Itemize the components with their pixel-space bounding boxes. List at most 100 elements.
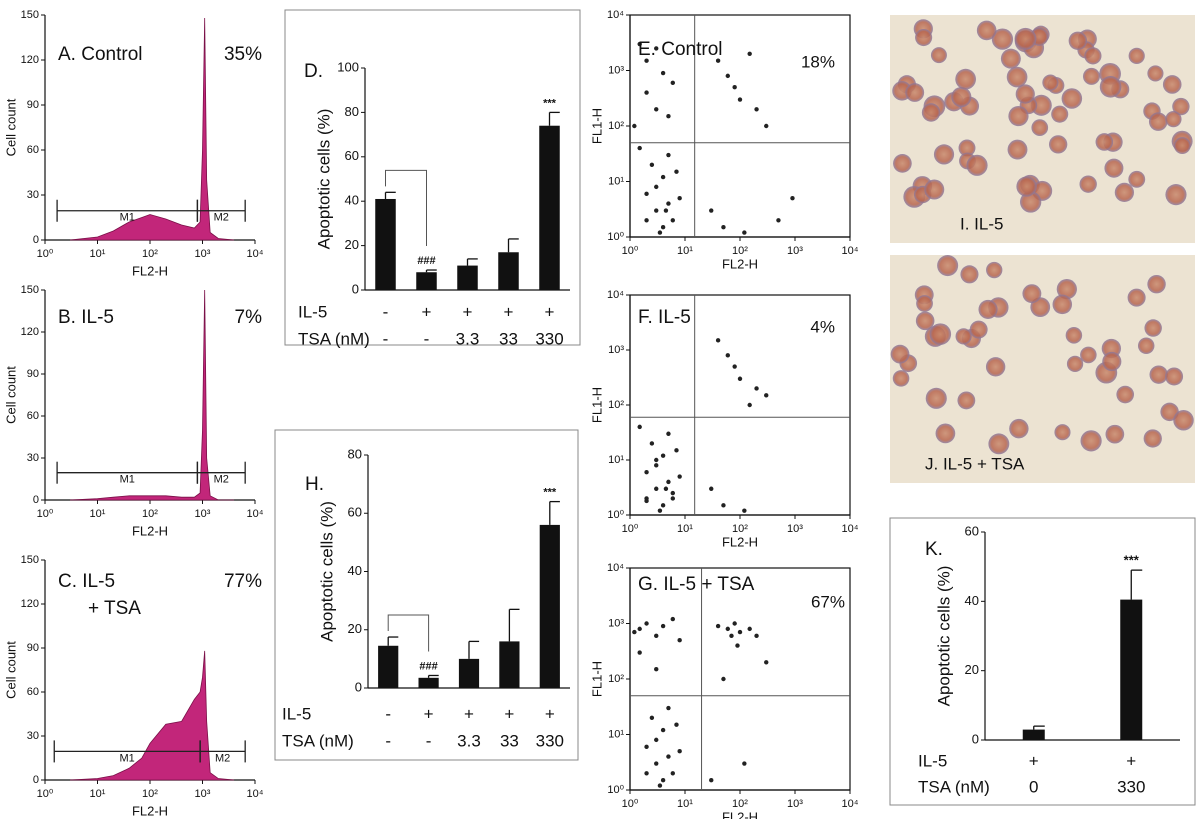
x-tick-label: 10⁴ xyxy=(842,523,859,535)
percentage: 67% xyxy=(811,592,845,611)
y-tick-label: 10⁴ xyxy=(607,9,624,21)
cell xyxy=(951,86,972,108)
event-dot xyxy=(732,85,737,90)
event-dot xyxy=(677,749,682,754)
event-dot xyxy=(666,152,671,158)
y-tick-label: 0 xyxy=(355,679,362,694)
x-axis-label: FL2-H xyxy=(132,263,168,278)
event-dot xyxy=(666,431,671,436)
comparison-bracket xyxy=(385,169,427,247)
event-dot xyxy=(637,650,642,655)
event-dot xyxy=(666,754,671,759)
event-dot xyxy=(654,761,659,766)
cell xyxy=(1022,284,1042,304)
event-dot xyxy=(644,771,649,776)
y-tick-label: 10¹ xyxy=(608,728,624,740)
cell xyxy=(1104,158,1124,178)
event-dot xyxy=(632,629,637,635)
x-tick-label: 10¹ xyxy=(677,245,693,257)
event-dot xyxy=(649,715,655,720)
cell xyxy=(966,154,988,176)
event-dot xyxy=(649,441,655,446)
x-tick-label: 10³ xyxy=(787,798,803,810)
y-tick-label: 40 xyxy=(345,193,359,208)
event-dot xyxy=(729,633,734,639)
y-tick-label: 150 xyxy=(21,284,39,296)
y-tick-label: 90 xyxy=(27,368,39,380)
event-dot xyxy=(674,448,679,453)
cell xyxy=(1007,139,1028,160)
x-tick-label: 10⁴ xyxy=(842,798,859,810)
y-tick-label: 100 xyxy=(337,59,359,74)
y-tick-label: 120 xyxy=(21,54,39,66)
y-tick-label: 0 xyxy=(33,494,39,506)
event-dot xyxy=(654,208,659,213)
panel-title: G. IL-5 + TSA xyxy=(638,574,755,595)
x-tick-label: 10² xyxy=(732,798,748,810)
micrograph-label: I. IL-5 xyxy=(960,214,1003,233)
x-tick-label: 10³ xyxy=(787,245,803,257)
cell xyxy=(1009,418,1029,439)
y-tick-label: 10⁰ xyxy=(607,509,624,521)
y-tick-label: 80 xyxy=(348,446,362,461)
event-dot xyxy=(709,208,714,213)
cell xyxy=(1006,66,1028,88)
cell xyxy=(960,265,979,284)
bar xyxy=(457,265,478,290)
panel-title: A. Control xyxy=(58,44,142,65)
event-dot xyxy=(764,660,769,665)
row-header: IL-5 xyxy=(282,704,311,723)
y-axis-label: Apoptotic cells (%) xyxy=(934,566,953,707)
panel-title: + TSA xyxy=(88,598,141,619)
event-dot xyxy=(644,218,649,223)
cell xyxy=(1014,27,1037,50)
y-axis-label: Apoptotic cells (%) xyxy=(317,501,336,642)
y-axis-label: Cell count xyxy=(3,98,18,156)
cell xyxy=(1079,175,1097,193)
x-tick-label: 10¹ xyxy=(90,508,106,520)
event-dot xyxy=(732,364,737,369)
event-dot xyxy=(654,46,659,51)
category-label: - xyxy=(385,704,391,723)
category-label: 33 xyxy=(500,731,519,750)
event-dot xyxy=(654,107,659,112)
cell xyxy=(955,328,972,345)
y-tick-label: 0 xyxy=(972,731,979,746)
event-dot xyxy=(670,496,675,501)
event-dot xyxy=(725,626,730,632)
event-dot xyxy=(742,761,747,766)
panel-title: H. xyxy=(305,474,324,495)
event-dot xyxy=(737,629,743,635)
event-dot xyxy=(666,705,671,711)
event-dot xyxy=(654,486,659,491)
category-label: - xyxy=(383,302,389,321)
event-dot xyxy=(644,470,649,475)
cell xyxy=(935,423,956,444)
x-tick-label: 10¹ xyxy=(90,248,106,260)
cell xyxy=(958,139,976,157)
cell xyxy=(1128,47,1145,64)
y-tick-label: 60 xyxy=(348,505,362,520)
event-dot xyxy=(637,424,642,430)
event-dot xyxy=(737,376,743,381)
cell xyxy=(916,295,933,312)
event-dot xyxy=(666,479,671,485)
event-dot xyxy=(715,338,721,343)
y-tick-label: 60 xyxy=(965,523,979,538)
cell xyxy=(1128,170,1146,188)
cell xyxy=(915,28,933,47)
y-tick-label: 120 xyxy=(21,598,39,610)
category-label: + xyxy=(545,704,555,723)
cell xyxy=(988,433,1010,455)
event-dot xyxy=(644,90,649,95)
row-header: IL-5 xyxy=(298,302,327,321)
cell xyxy=(1019,191,1042,213)
cell xyxy=(1165,111,1182,128)
event-dot xyxy=(654,457,659,463)
x-tick-label: 10⁰ xyxy=(37,508,54,520)
gate-label: M2 xyxy=(214,474,229,486)
x-tick-label: 10¹ xyxy=(90,788,106,800)
x-axis-label: FL2-H xyxy=(722,256,758,271)
bar xyxy=(539,125,560,290)
cell xyxy=(1054,424,1071,441)
